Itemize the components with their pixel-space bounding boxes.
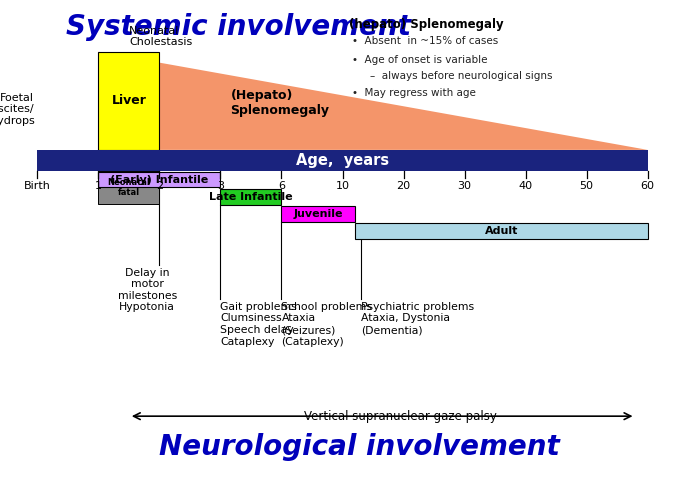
- Bar: [282, 206, 355, 222]
- Bar: [355, 223, 647, 239]
- Text: (Early) Infantile: (Early) Infantile: [110, 175, 208, 185]
- Text: 10: 10: [336, 182, 349, 192]
- Text: Psychiatric problems
Ataxia, Dystonia
(Dementia): Psychiatric problems Ataxia, Dystonia (D…: [361, 302, 474, 335]
- Text: –  always before neurological signs: – always before neurological signs: [370, 71, 553, 81]
- Text: Delay in
motor
milestones
Hypotonia: Delay in motor milestones Hypotonia: [118, 268, 177, 312]
- Text: 2: 2: [156, 182, 163, 192]
- Text: •  May regress with age: • May regress with age: [351, 89, 475, 98]
- Text: Late Infantile: Late Infantile: [209, 192, 292, 202]
- Bar: [99, 171, 160, 204]
- Polygon shape: [99, 52, 647, 150]
- Text: School problems
Ataxia
(Seizures)
(Cataplexy): School problems Ataxia (Seizures) (Catap…: [282, 302, 373, 347]
- Bar: [99, 52, 160, 150]
- Text: Birth: Birth: [24, 182, 51, 192]
- Text: 1: 1: [95, 182, 102, 192]
- Text: (Hepato)
Splenomegaly: (Hepato) Splenomegaly: [231, 89, 329, 117]
- Bar: [221, 189, 282, 205]
- Text: 60: 60: [640, 182, 655, 192]
- Text: Neonatal
Cholestasis: Neonatal Cholestasis: [129, 26, 192, 47]
- Text: Liver: Liver: [112, 94, 147, 107]
- Text: •  Absent  in ~15% of cases: • Absent in ~15% of cases: [351, 36, 498, 46]
- Text: •  Age of onset is variable: • Age of onset is variable: [351, 55, 487, 65]
- Text: Age,  years: Age, years: [296, 153, 389, 168]
- Text: Gait problems
Clumsiness
Speech delay
Cataplexy: Gait problems Clumsiness Speech delay Ca…: [221, 302, 297, 347]
- Text: 30: 30: [458, 182, 471, 192]
- Text: Vertical supranuclear gaze palsy: Vertical supranuclear gaze palsy: [304, 410, 497, 422]
- Text: 6: 6: [278, 182, 285, 192]
- Text: Adult: Adult: [484, 226, 518, 236]
- Text: Neurological involvement: Neurological involvement: [160, 433, 560, 461]
- Text: Juvenile: Juvenile: [293, 209, 342, 219]
- Bar: [99, 172, 221, 187]
- Text: 20: 20: [397, 182, 410, 192]
- Text: 3: 3: [217, 182, 224, 192]
- Text: (hepato) Splenomegaly: (hepato) Splenomegaly: [349, 18, 503, 31]
- Text: Foetal
ascites/
hydrops: Foetal ascites/ hydrops: [0, 93, 34, 126]
- Bar: [38, 150, 647, 171]
- Text: 50: 50: [580, 182, 594, 192]
- Text: Systemic involvement: Systemic involvement: [66, 13, 411, 41]
- Text: Neonatal
fatal: Neonatal fatal: [108, 178, 150, 197]
- Text: 40: 40: [519, 182, 533, 192]
